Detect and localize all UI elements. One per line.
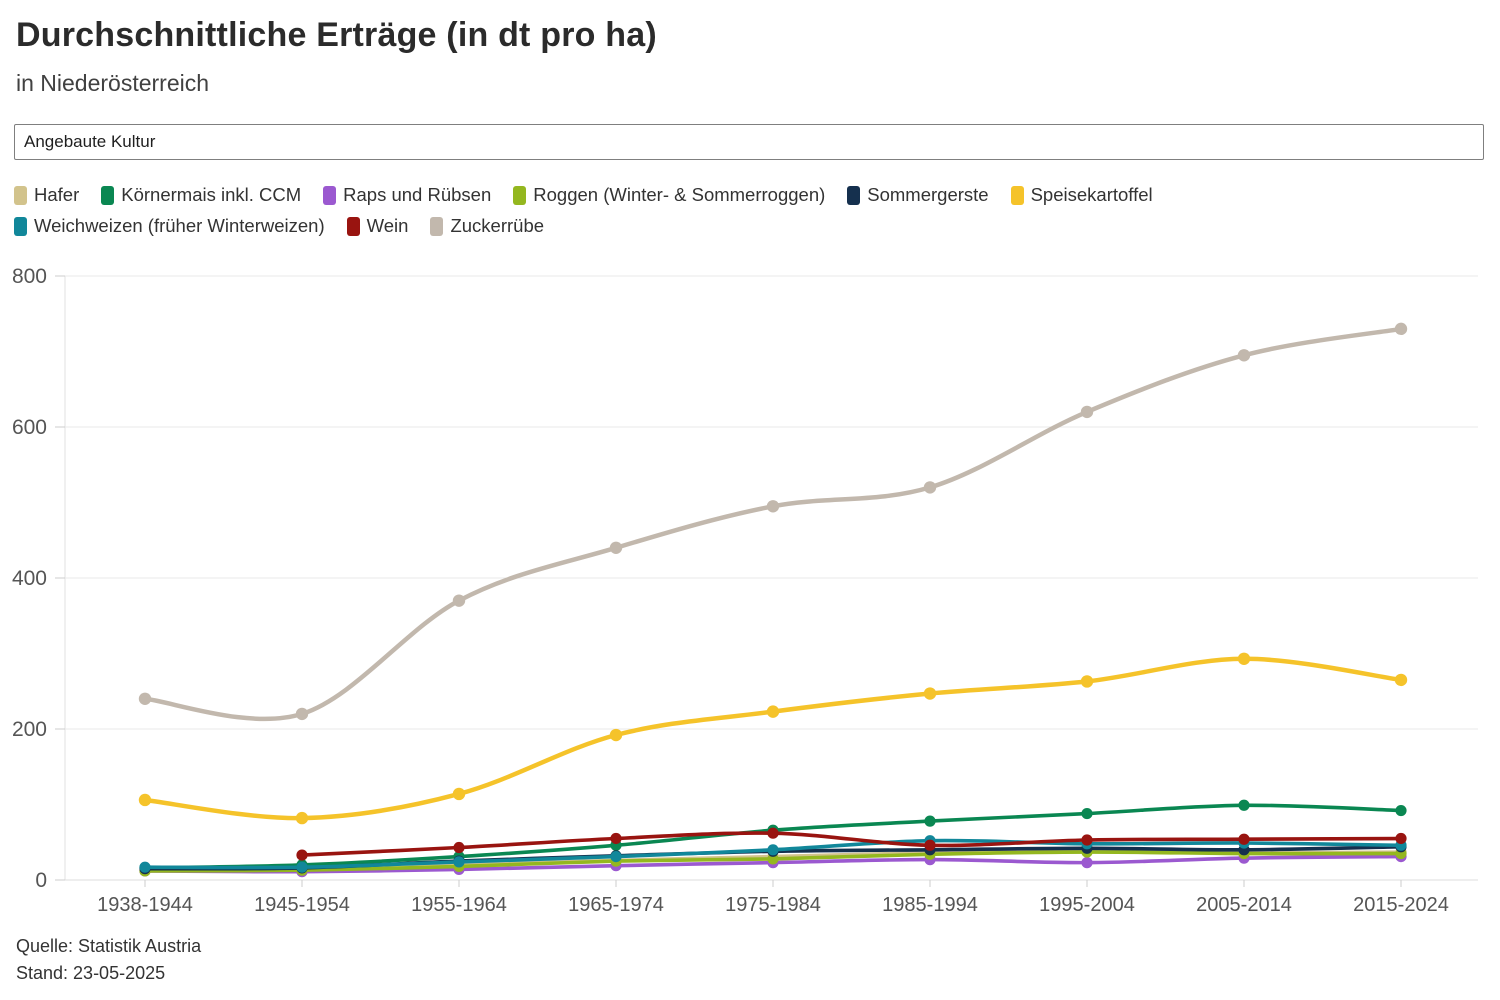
data-point[interactable] [924,839,936,851]
legend-label: Roggen (Winter- & Sommerroggen) [533,184,826,205]
x-tick-label: 2005-2014 [1196,894,1292,916]
x-tick-label: 1975-1984 [725,894,821,916]
legend-label: Sommergerste [867,184,989,205]
data-point[interactable] [1081,857,1093,869]
data-point[interactable] [296,861,308,873]
data-point[interactable] [767,844,779,856]
data-point[interactable] [923,481,937,494]
legend-label: Hafer [34,184,80,205]
line-chart: 0 200 400 600 800 1938-1944 1945-1954 1955-1964… [0,248,1500,918]
y-tick-label: 800 [12,265,47,288]
legend-label: Zuckerrübe [450,215,545,236]
legend-swatch-icon [1010,185,1024,205]
x-tick-label: 1995-2004 [1039,894,1135,916]
legend-item[interactable]: Speisekartoffel [1010,184,1153,206]
x-tick-label: 1965-1974 [568,894,664,916]
crop-filter-combobox[interactable]: Angebaute Kultur [14,124,1484,160]
data-point[interactable] [924,815,936,827]
data-point[interactable] [138,692,152,705]
crop-filter-label: Angebaute Kultur [24,132,156,151]
legend-item[interactable]: Körnermais inkl. CCM [101,184,301,206]
y-tick-label: 400 [12,567,47,590]
legend-item[interactable]: Raps und Rübsen [323,184,491,206]
y-tick-label: 200 [12,718,47,741]
page-title: Durchschnittliche Erträge (in dt pro ha) [16,16,657,54]
data-point[interactable] [1081,834,1093,846]
legend-swatch-icon [14,185,27,205]
stand-note: Stand: 23-05-2025 [16,963,166,983]
data-point[interactable] [1237,652,1251,665]
data-point[interactable] [1395,832,1407,845]
series-line [300,831,1403,857]
data-point[interactable] [139,861,151,873]
data-point[interactable] [1394,673,1408,687]
chart-plot-area[interactable]: 0 200 400 600 800 1938-1944 1945-1954 1955-1964… [0,248,1500,918]
series-line [142,656,1404,821]
legend-label: Raps und Rübsen [343,184,492,205]
data-point[interactable] [1238,799,1250,811]
legend-item[interactable]: Weichweizen (früher Winterweizen) [14,215,325,237]
data-point[interactable] [610,832,622,845]
legend-swatch-icon [513,185,527,205]
data-point[interactable] [610,850,622,863]
data-point[interactable] [1394,322,1408,336]
legend-item[interactable]: Sommergerste [847,184,989,206]
data-point[interactable] [452,787,466,801]
x-tick-label: 1938-1944 [97,894,193,916]
data-point[interactable] [296,849,308,861]
legend-swatch-icon [101,185,115,205]
legend-label: Wein [366,215,409,236]
legend-item[interactable]: Zuckerrübe [430,215,544,237]
legend-swatch-icon [346,216,360,236]
legend-item[interactable]: Hafer [14,184,79,206]
chart-footer: Quelle: Statistik Austria Stand: 23-05-2… [16,933,201,987]
legend-swatch-icon [430,216,444,236]
data-point[interactable] [1081,807,1093,820]
x-tick-label: 1945-1954 [254,894,350,916]
data-point[interactable] [923,687,937,700]
data-point[interactable] [1080,675,1094,688]
legend-label: Weichweizen (früher Winterweizen) [34,215,325,236]
data-point[interactable] [767,827,779,839]
legend-swatch-icon [847,185,861,205]
data-point[interactable] [766,705,780,718]
data-point[interactable] [453,841,465,854]
data-point[interactable] [295,707,309,721]
data-point[interactable] [295,811,309,825]
data-point[interactable] [1237,349,1251,362]
data-point[interactable] [766,500,780,513]
data-point[interactable] [138,793,152,807]
data-point[interactable] [452,594,466,607]
source-note: Quelle: Statistik Austria [16,936,202,956]
y-tick-label: 600 [12,416,47,439]
data-point[interactable] [453,856,465,868]
chart-legend: Hafer Körnermais inkl. CCM Raps und Rübsen… [14,184,1454,237]
legend-swatch-icon [14,216,27,236]
legend-item[interactable]: Wein [346,215,409,237]
data-point[interactable] [1395,804,1407,817]
x-tick-label: 2015-2024 [1353,894,1449,916]
y-tick-label: 0 [35,869,47,892]
data-point[interactable] [1080,405,1094,419]
data-point[interactable] [1238,833,1250,845]
legend-label: Körnermais inkl. CCM [121,184,302,205]
legend-swatch-icon [323,185,337,205]
legend-label: Speisekartoffel [1030,184,1153,205]
data-point[interactable] [609,541,623,554]
data-point[interactable] [609,728,623,742]
legend-item[interactable]: Roggen (Winter- & Sommerroggen) [513,184,825,206]
x-tick-label: 1985-1994 [882,894,978,916]
page-subtitle: in Niederösterreich [16,70,210,96]
x-tick-label: 1955-1964 [411,894,507,916]
